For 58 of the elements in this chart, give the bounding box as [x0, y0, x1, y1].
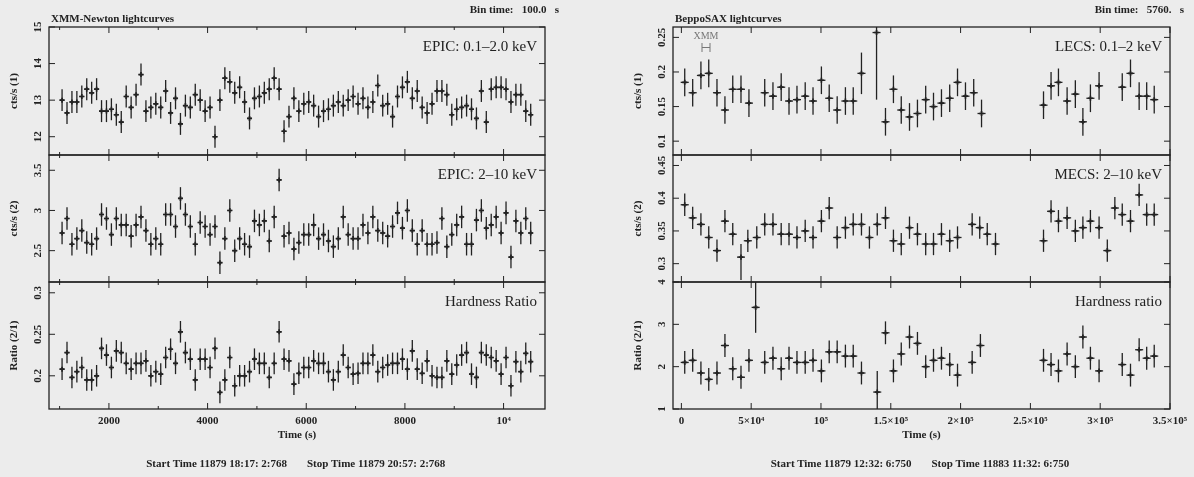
y-tick-label: 3: [31, 207, 43, 214]
x-axis-title: Time (s): [277, 428, 317, 441]
y-tick-label: 3.5: [31, 162, 43, 178]
x-tick-label: 10⁵: [813, 414, 829, 426]
chart-title: XMM-Newton lightcurves: [51, 12, 175, 24]
y-tick-label: 2: [655, 363, 667, 370]
x-tick-label: 3×10⁵: [1087, 414, 1114, 426]
x-tick-label: 5×10⁴: [738, 414, 765, 426]
text: Stop Time 11879 20:57: 2:768: [307, 457, 446, 469]
annotation: EPIC: 2–10 keV: [437, 166, 538, 182]
annotation: MECS: 2–10 keV: [1054, 166, 1163, 182]
y-tick-label: 2.5: [31, 243, 43, 258]
y-tick-label: 13: [31, 94, 43, 106]
y-tick-label: 0.35: [655, 220, 667, 241]
y-tick-label: 1: [655, 406, 667, 412]
y-axis-title: cts/s (2): [631, 200, 644, 237]
chart-title: BeppoSAX lightcurves: [675, 12, 783, 24]
x-tick-label: 6000: [295, 414, 318, 426]
x-tick-label: 2000: [97, 414, 121, 426]
text: Bin time: 5760. s: [1094, 3, 1185, 15]
y-axis-title: Ratio (2/1): [7, 320, 20, 371]
annotation: LECS: 0.1–2 keV: [1054, 38, 1163, 54]
x-tick-label: 0: [678, 414, 685, 426]
y-tick-label: 0.45: [655, 155, 667, 176]
y-tick-label: 0.1: [655, 134, 667, 149]
annotation: Hardness ratio: [1074, 293, 1162, 309]
x-axis-title: Time (s): [902, 428, 942, 441]
x-tick-label: 3.5×10⁵: [1152, 414, 1188, 426]
y-tick-label: 0.15: [655, 96, 667, 117]
y-axis-title: cts/s (2): [7, 200, 20, 237]
x-tick-label: 2×10⁵: [947, 414, 975, 426]
text: Start Time 11879 18:17: 2:768: [146, 457, 288, 469]
y-axis-title: cts/s (1): [631, 72, 644, 109]
x-tick-label: 4000: [196, 414, 220, 426]
y-tick-label: 0.3: [31, 285, 43, 300]
annotation: XMM: [693, 30, 719, 41]
annotation: EPIC: 0.1–2.0 keV: [422, 38, 538, 54]
y-tick-label: 14: [31, 57, 43, 70]
x-tick-label: 1.5×10⁵: [873, 414, 909, 426]
y-tick-label: 0.25: [655, 27, 667, 47]
y-axis-title: Ratio (2/1): [631, 320, 644, 371]
text: Stop Time 11883 11:32: 6:750: [931, 457, 1070, 469]
y-tick-label: 0.3: [655, 256, 667, 271]
y-tick-label: 4: [655, 278, 667, 285]
y-tick-label: 3: [655, 321, 667, 328]
x-tick-label: 2.5×10⁵: [1013, 414, 1049, 426]
y-tick-label: 0.2: [31, 368, 43, 383]
y-tick-label: 0.25: [31, 324, 43, 344]
x-tick-label: 10⁴: [496, 414, 512, 426]
annotation: Hardness Ratio: [444, 293, 537, 309]
y-axis-title: cts/s (1): [7, 72, 20, 109]
text: Bin time: 100.0 s: [469, 3, 560, 15]
text: Start Time 11879 12:32: 6:750: [770, 457, 912, 469]
y-tick-label: 0.4: [655, 190, 667, 206]
y-tick-label: 0.2: [655, 64, 667, 79]
y-tick-label: 15: [31, 21, 43, 33]
x-tick-label: 8000: [393, 414, 417, 426]
y-tick-label: 12: [31, 130, 43, 143]
